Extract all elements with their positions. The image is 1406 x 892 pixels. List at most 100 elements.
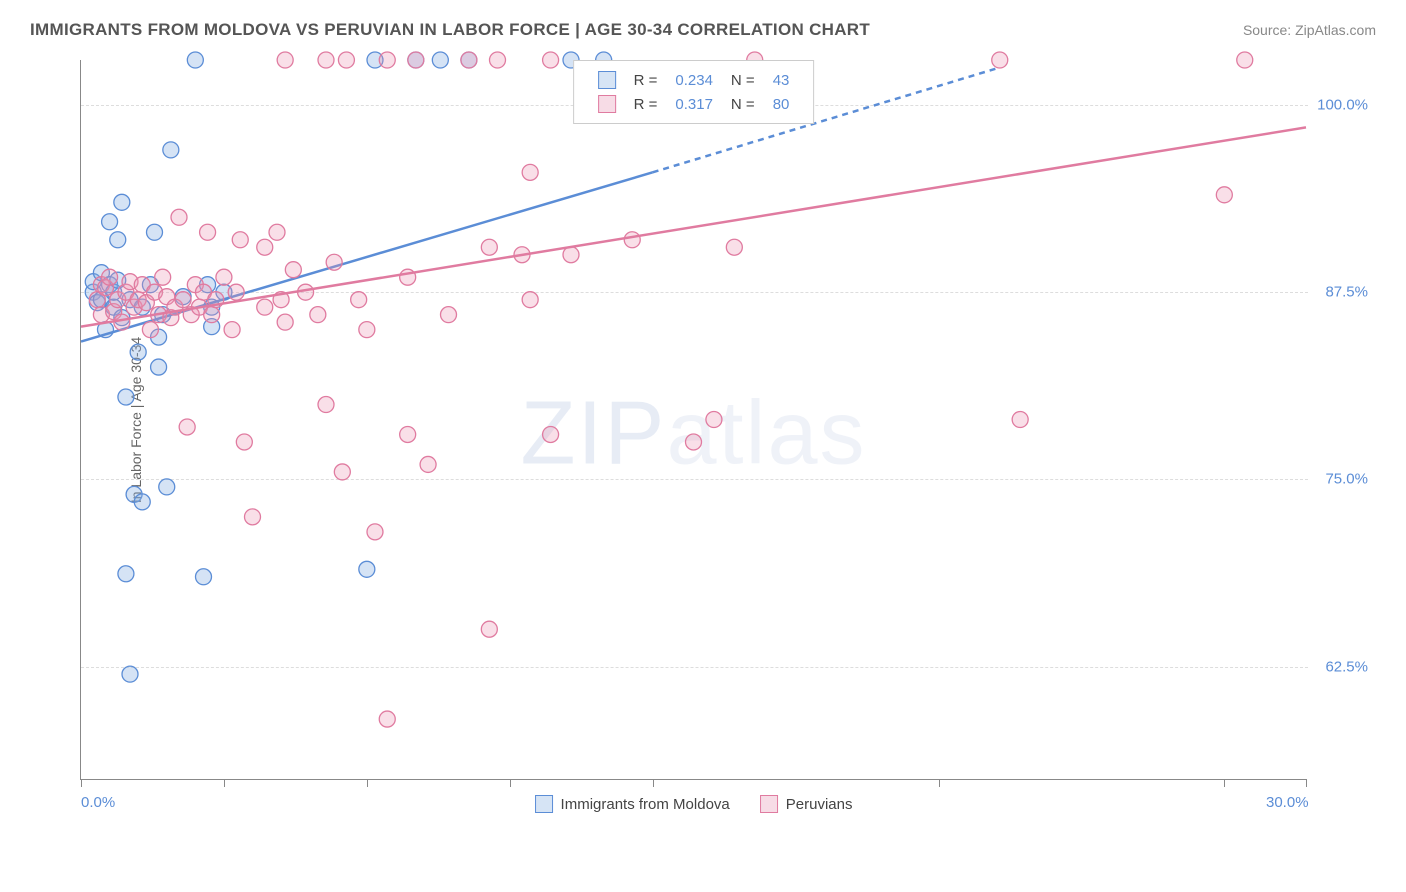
scatter-point-peruvians (155, 269, 171, 285)
scatter-point-moldova (359, 561, 375, 577)
chart-container: IMMIGRANTS FROM MOLDOVA VS PERUVIAN IN L… (0, 0, 1406, 892)
n-value-peruvians: 80 (765, 93, 798, 115)
scatter-point-peruvians (522, 164, 538, 180)
scatter-point-peruvians (481, 621, 497, 637)
scatter-point-peruvians (277, 314, 293, 330)
scatter-point-moldova (130, 344, 146, 360)
scatter-point-peruvians (277, 52, 293, 68)
chart-title: IMMIGRANTS FROM MOLDOVA VS PERUVIAN IN L… (30, 20, 870, 40)
scatter-point-peruvians (563, 247, 579, 263)
scatter-point-moldova (118, 566, 134, 582)
scatter-point-peruvians (543, 426, 559, 442)
scatter-point-peruvians (179, 419, 195, 435)
scatter-point-peruvians (236, 434, 252, 450)
source-label: Source: ZipAtlas.com (1243, 22, 1376, 38)
x-axis-label: 0.0% (81, 794, 115, 811)
y-tick-label: 75.0% (1325, 471, 1368, 488)
scatter-point-peruvians (441, 307, 457, 323)
scatter-point-peruvians (171, 209, 187, 225)
n-value-moldova: 43 (765, 69, 798, 91)
scatter-point-peruvians (269, 224, 285, 240)
scatter-point-peruvians (420, 456, 436, 472)
scatter-point-moldova (134, 494, 150, 510)
n-label: N = (723, 93, 763, 115)
scatter-point-peruvians (351, 292, 367, 308)
scatter-point-peruvians (142, 322, 158, 338)
x-tick (367, 779, 368, 787)
scatter-point-peruvians (204, 307, 220, 323)
r-value-moldova: 0.234 (667, 69, 721, 91)
x-tick (1306, 779, 1307, 787)
scatter-point-peruvians (216, 269, 232, 285)
scatter-point-moldova (102, 214, 118, 230)
scatter-point-peruvians (102, 269, 118, 285)
plot-svg (81, 60, 1306, 779)
x-tick (224, 779, 225, 787)
scatter-point-peruvians (1216, 187, 1232, 203)
scatter-point-moldova (187, 52, 203, 68)
scatter-point-peruvians (624, 232, 640, 248)
x-tick (81, 779, 82, 787)
scatter-point-moldova (110, 232, 126, 248)
scatter-point-peruvians (338, 52, 354, 68)
scatter-point-peruvians (379, 711, 395, 727)
scatter-point-peruvians (326, 254, 342, 270)
scatter-point-peruvians (379, 52, 395, 68)
scatter-point-peruvians (543, 52, 559, 68)
legend-row-peruvians: R = 0.317 N = 80 (590, 93, 798, 115)
scatter-point-peruvians (1012, 412, 1028, 428)
scatter-point-peruvians (285, 262, 301, 278)
scatter-point-moldova (118, 389, 134, 405)
scatter-point-peruvians (232, 232, 248, 248)
scatter-point-peruvians (359, 322, 375, 338)
r-value-peruvians: 0.317 (667, 93, 721, 115)
scatter-point-peruvians (257, 299, 273, 315)
scatter-point-peruvians (175, 292, 191, 308)
y-tick-label: 87.5% (1325, 284, 1368, 301)
scatter-point-peruvians (318, 52, 334, 68)
y-tick-label: 62.5% (1325, 658, 1368, 675)
scatter-point-peruvians (257, 239, 273, 255)
scatter-point-peruvians (318, 397, 334, 413)
plot-area: In Labor Force | Age 30-34 ZIPatlas R = … (80, 60, 1306, 780)
scatter-point-peruvians (481, 239, 497, 255)
x-tick (939, 779, 940, 787)
scatter-point-peruvians (310, 307, 326, 323)
legend-label: Immigrants from Moldova (561, 796, 730, 813)
scatter-point-peruvians (726, 239, 742, 255)
legend-item-moldova: Immigrants from Moldova (535, 795, 730, 813)
swatch-peruvians (598, 95, 616, 113)
r-label: R = (626, 93, 666, 115)
header: IMMIGRANTS FROM MOLDOVA VS PERUVIAN IN L… (30, 20, 1376, 40)
scatter-point-peruvians (686, 434, 702, 450)
scatter-point-moldova (159, 479, 175, 495)
scatter-point-peruvians (490, 52, 506, 68)
n-label: N = (723, 69, 763, 91)
swatch-moldova (598, 71, 616, 89)
scatter-point-peruvians (334, 464, 350, 480)
regression-line-peruvians (81, 127, 1306, 326)
x-tick (653, 779, 654, 787)
scatter-point-moldova (163, 142, 179, 158)
scatter-point-moldova (196, 569, 212, 585)
y-tick-label: 100.0% (1317, 96, 1368, 113)
legend-label: Peruvians (786, 796, 853, 813)
scatter-point-peruvians (408, 52, 424, 68)
scatter-point-peruvians (228, 284, 244, 300)
scatter-point-peruvians (461, 52, 477, 68)
legend-series: Immigrants from Moldova Peruvians (535, 795, 853, 813)
scatter-point-moldova (122, 666, 138, 682)
legend-row-moldova: R = 0.234 N = 43 (590, 69, 798, 91)
scatter-point-peruvians (245, 509, 261, 525)
scatter-point-moldova (432, 52, 448, 68)
swatch-icon (760, 795, 778, 813)
scatter-point-peruvians (522, 292, 538, 308)
scatter-point-peruvians (1237, 52, 1253, 68)
scatter-point-peruvians (400, 426, 416, 442)
x-tick (510, 779, 511, 787)
scatter-point-peruvians (992, 52, 1008, 68)
swatch-icon (535, 795, 553, 813)
legend-item-peruvians: Peruvians (760, 795, 853, 813)
legend-stats: R = 0.234 N = 43 R = 0.317 N = 80 (573, 60, 815, 124)
scatter-point-peruvians (200, 224, 216, 240)
